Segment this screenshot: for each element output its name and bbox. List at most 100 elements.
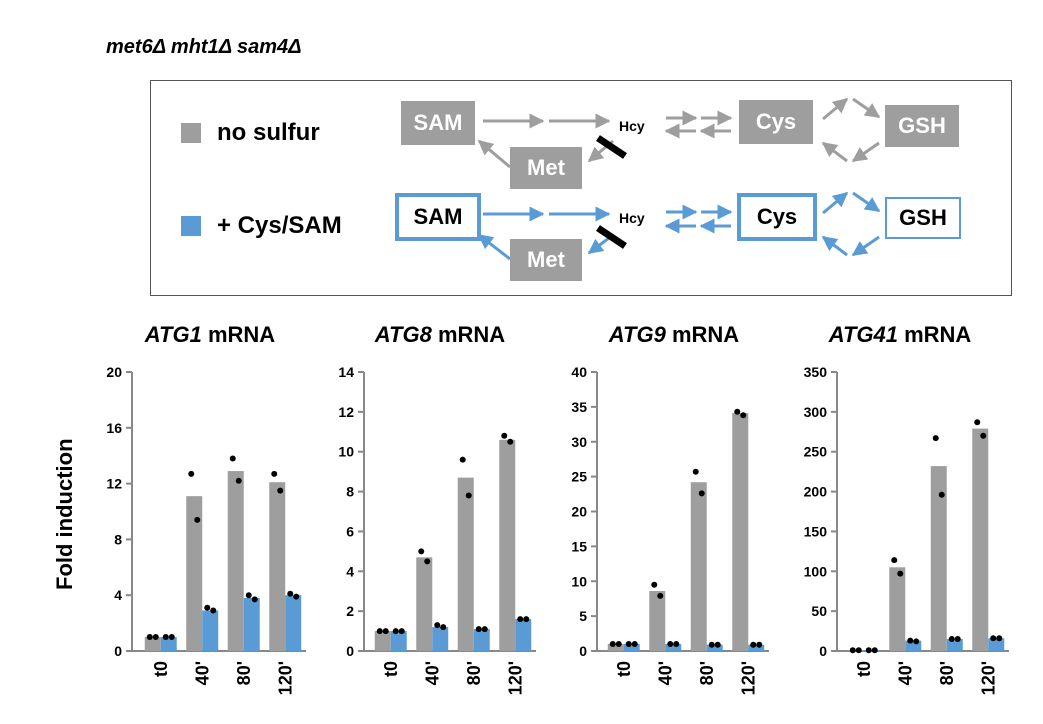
y-tick-label: 35 bbox=[571, 399, 587, 415]
bar bbox=[905, 640, 922, 651]
bar bbox=[457, 477, 474, 651]
y-tick-label: 16 bbox=[106, 420, 122, 436]
y-tick-label: 25 bbox=[571, 469, 587, 485]
y-tick-label: 250 bbox=[804, 444, 828, 460]
data-point bbox=[990, 635, 997, 642]
chart-title-atg41: ATG41 mRNA bbox=[800, 322, 1000, 348]
y-tick-label: 50 bbox=[811, 603, 827, 619]
x-tick-label: t0 bbox=[854, 661, 874, 677]
node-sam-grey: SAM bbox=[401, 101, 475, 145]
y-tick-label: 0 bbox=[579, 643, 587, 659]
x-tick-label: 80' bbox=[937, 661, 957, 685]
data-point bbox=[938, 491, 945, 498]
data-point bbox=[714, 641, 721, 648]
x-tick-label: 120' bbox=[505, 661, 525, 695]
bar bbox=[706, 644, 723, 651]
legend-label-no-sulfur: no sulfur bbox=[217, 119, 320, 146]
data-point bbox=[651, 581, 658, 588]
data-point bbox=[293, 593, 300, 600]
data-point bbox=[168, 634, 175, 641]
data-point bbox=[204, 604, 211, 611]
x-tick-label: t0 bbox=[151, 661, 171, 677]
data-point bbox=[865, 647, 872, 654]
legend-item-no-sulfur: no sulfur bbox=[181, 119, 320, 147]
chart-title-gene: ATG9 bbox=[608, 322, 666, 347]
bar bbox=[432, 627, 449, 651]
bar bbox=[748, 644, 765, 651]
x-tick-label: 40' bbox=[895, 661, 915, 685]
node-met-grey-row2: Met bbox=[510, 239, 582, 281]
y-tick-label: 350 bbox=[804, 364, 828, 380]
bar bbox=[269, 482, 286, 651]
bar bbox=[988, 638, 1005, 651]
bar bbox=[285, 595, 302, 651]
x-tick-label: 80' bbox=[697, 661, 717, 685]
data-point bbox=[152, 634, 159, 641]
data-point bbox=[692, 468, 699, 475]
pathway-arrows bbox=[477, 97, 881, 261]
y-tick-label: 10 bbox=[338, 444, 354, 460]
chart-title-atg8: ATG8 mRNA bbox=[340, 322, 540, 348]
node-cys-grey: Cys bbox=[739, 100, 813, 144]
chart-title-suffix: mRNA bbox=[665, 322, 740, 347]
data-point bbox=[897, 570, 904, 577]
data-point bbox=[277, 487, 284, 494]
data-point bbox=[146, 634, 153, 641]
data-point bbox=[235, 477, 242, 484]
x-tick-label: 80' bbox=[234, 661, 254, 685]
data-point bbox=[673, 641, 680, 648]
strain-genotype-label: met6Δ mht1Δ sam4Δ bbox=[106, 36, 302, 58]
data-point bbox=[913, 638, 920, 645]
legend-swatch-blue bbox=[181, 216, 201, 236]
y-tick-label: 10 bbox=[571, 573, 587, 589]
data-point bbox=[376, 628, 383, 635]
data-point bbox=[980, 432, 987, 439]
bar bbox=[416, 557, 433, 651]
data-point bbox=[271, 470, 278, 477]
data-point bbox=[229, 455, 236, 462]
y-tick-label: 4 bbox=[114, 587, 122, 603]
data-point bbox=[523, 616, 530, 623]
bar bbox=[732, 413, 749, 651]
y-tick-label: 300 bbox=[804, 404, 828, 420]
y-tick-label: 6 bbox=[346, 523, 354, 539]
data-point bbox=[891, 557, 898, 564]
y-tick-label: 4 bbox=[346, 563, 354, 579]
data-point bbox=[932, 435, 939, 442]
bar bbox=[649, 591, 666, 651]
chart-title-atg1: ATG1 mRNA bbox=[110, 322, 310, 348]
data-point bbox=[907, 637, 914, 644]
node-gsh-blue: GSH bbox=[885, 197, 961, 239]
data-point bbox=[287, 590, 294, 597]
y-tick-label: 20 bbox=[571, 504, 587, 520]
data-point bbox=[251, 596, 258, 603]
data-point bbox=[418, 548, 425, 555]
y-tick-label: 12 bbox=[106, 476, 122, 492]
data-point bbox=[974, 419, 981, 426]
data-point bbox=[475, 626, 482, 633]
bar bbox=[889, 567, 906, 651]
pathway-row2-block bbox=[596, 225, 627, 249]
data-point bbox=[398, 628, 405, 635]
chart-title-gene: ATG41 bbox=[828, 322, 898, 347]
data-point bbox=[440, 624, 447, 631]
y-tick-label: 20 bbox=[106, 364, 122, 380]
bar bbox=[160, 637, 177, 651]
node-gsh-grey: GSH bbox=[885, 105, 959, 147]
legend-pathway-panel: no sulfur + Cys/SAM bbox=[150, 80, 1012, 296]
data-point bbox=[698, 490, 705, 497]
bar bbox=[607, 644, 624, 651]
y-tick-label: 15 bbox=[571, 538, 587, 554]
bar bbox=[243, 597, 260, 651]
bar bbox=[374, 631, 391, 651]
bar bbox=[202, 610, 219, 651]
bar bbox=[144, 637, 161, 651]
bar bbox=[946, 639, 963, 651]
bar bbox=[847, 650, 864, 651]
x-tick-label: 40' bbox=[192, 661, 212, 685]
data-point bbox=[501, 432, 508, 439]
y-tick-label: 40 bbox=[571, 364, 587, 380]
bar bbox=[186, 496, 203, 651]
data-point bbox=[734, 408, 741, 415]
